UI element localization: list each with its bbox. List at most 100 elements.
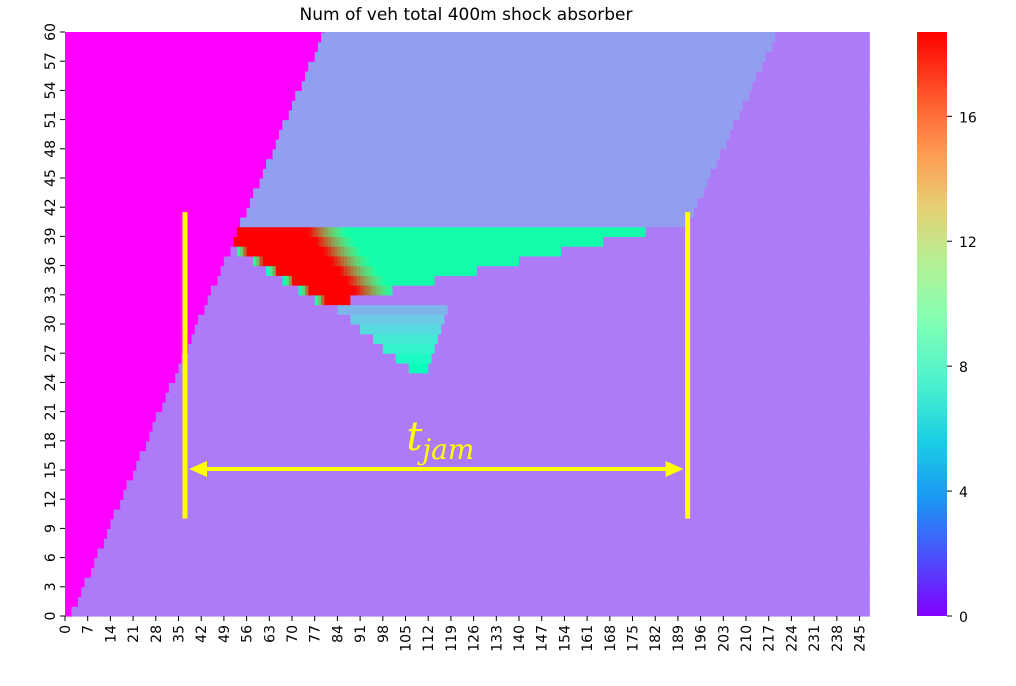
heatmap-cell (376, 275, 381, 286)
x-tick-label: 105 (399, 625, 415, 652)
heatmap-cell (340, 226, 345, 237)
heatmap-cell (259, 178, 708, 189)
x-tick-label: 56 (240, 625, 256, 643)
heatmap-cell (603, 236, 870, 247)
heatmap-cell (317, 41, 773, 53)
heatmap-cell (262, 255, 332, 267)
heatmap-cell (113, 508, 870, 520)
heatmap-cell (716, 158, 870, 169)
heatmap-cell (207, 294, 316, 306)
heatmap-cell (360, 246, 364, 257)
heatmap-cell (285, 275, 290, 286)
heatmap-cell (337, 246, 342, 257)
heatmap-cell (386, 275, 436, 286)
y-tick-label: 0 (43, 612, 59, 621)
heatmap-cell (324, 236, 329, 247)
heatmap-cell (343, 226, 348, 237)
heatmap-cell (324, 294, 351, 306)
y-tick-label: 36 (43, 257, 59, 275)
heatmap-cell (771, 41, 870, 53)
heatmap-cell (330, 236, 335, 247)
heatmap-cell (343, 255, 348, 267)
y-tick-label: 57 (43, 52, 59, 70)
y-tick-label: 9 (43, 524, 59, 533)
heatmap-cell (447, 304, 870, 315)
x-tick-label: 77 (308, 625, 324, 643)
heatmap-cell (84, 577, 870, 588)
heatmap-cell (65, 32, 322, 43)
x-tick-label: 154 (557, 625, 573, 652)
heatmap-cell (65, 314, 199, 325)
heatmap-cell (246, 207, 695, 218)
y-tick-label: 6 (43, 553, 59, 562)
heatmap-cell (366, 285, 371, 296)
heatmap-cell (288, 275, 293, 286)
heatmap-cell (155, 411, 870, 422)
heatmap-cell (330, 246, 335, 257)
heatmap-cell (126, 479, 870, 491)
x-tick-label: 217 (762, 625, 778, 652)
x-tick-label: 224 (784, 625, 800, 652)
heatmap-cell (65, 606, 73, 617)
heatmap-cell (363, 255, 368, 267)
heatmap-cell (292, 100, 744, 111)
x-tick-label: 238 (830, 625, 846, 652)
heatmap-cell (353, 236, 604, 247)
heatmap-cell (275, 139, 728, 150)
heatmap-cell (253, 255, 257, 267)
heatmap-cell (65, 246, 231, 257)
heatmap-cell (350, 246, 355, 257)
heatmap-cell (340, 255, 345, 267)
y-tick-label: 45 (43, 169, 59, 187)
heatmap-cell (350, 314, 446, 325)
heatmap-cell (123, 489, 870, 500)
heatmap-cell (65, 460, 137, 471)
heatmap-cell (65, 285, 212, 296)
x-tick-label: 119 (444, 625, 460, 652)
x-tick-label: 70 (285, 625, 301, 643)
heatmap-cell (65, 32, 326, 33)
heatmap-cell (65, 197, 251, 208)
x-tick-label: 196 (694, 625, 710, 652)
heatmap-cell (742, 100, 870, 111)
x-tick-label: 84 (330, 625, 346, 643)
heatmap-cell (304, 285, 309, 296)
heatmap-cell (330, 226, 335, 237)
heatmap-cell (65, 70, 306, 82)
heatmap-cell (65, 109, 290, 121)
heatmap-cell (249, 197, 698, 208)
heatmap-cell (240, 216, 689, 228)
heatmap-cell (262, 168, 711, 179)
heatmap-cell (168, 382, 870, 393)
heatmap-cell (162, 401, 870, 413)
heatmap-cell (317, 294, 322, 306)
heatmap-cell (353, 265, 358, 276)
heatmap-cell (65, 518, 111, 529)
heatmap-cell (304, 70, 757, 82)
heatmap-cell (65, 100, 293, 111)
heatmap-cell (363, 246, 562, 257)
heatmap-cell (65, 275, 219, 286)
heatmap-cell (65, 333, 193, 345)
heatmap-cell (366, 255, 371, 267)
heatmap-cell (301, 80, 754, 91)
heatmap-cell (240, 246, 244, 257)
y-tick-label: 21 (43, 403, 59, 421)
heatmap-cell (110, 518, 870, 529)
heatmap-cell (337, 304, 449, 315)
heatmap-cell (775, 32, 870, 43)
heatmap-cell (373, 333, 439, 345)
heatmap-cell (366, 265, 371, 276)
x-tick-label: 210 (739, 625, 755, 652)
heatmap-cell (65, 372, 176, 383)
heatmap-cell (107, 528, 870, 539)
heatmap-cell (353, 255, 358, 267)
heatmap-cell (334, 236, 338, 247)
heatmap-cell (266, 158, 718, 169)
x-tick-label: 21 (126, 625, 142, 643)
heatmap-cell (188, 343, 384, 354)
heatmap-cell (65, 51, 316, 62)
heatmap-cell (337, 255, 342, 267)
heatmap-cell (353, 285, 358, 296)
